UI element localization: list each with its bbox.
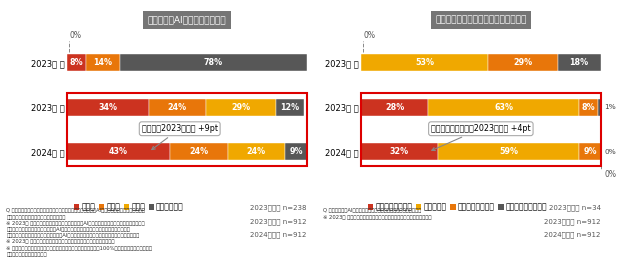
Text: 2024年春： n=912: 2024年春： n=912	[250, 231, 307, 238]
Bar	[206, 99, 275, 116]
Text: 59%: 59%	[499, 147, 518, 156]
Bar	[579, 99, 598, 116]
Text: 78%: 78%	[204, 58, 223, 67]
Text: とても関心があるは2023秋から +4pt: とても関心があるは2023秋から +4pt	[431, 124, 530, 150]
Text: 2023年春： n=34: 2023年春： n=34	[549, 205, 601, 211]
Bar	[598, 99, 601, 116]
Text: 0%: 0%	[70, 31, 82, 40]
Bar	[67, 144, 170, 161]
Text: 0%: 0%	[604, 149, 616, 155]
Bar	[227, 144, 285, 161]
Bar	[275, 99, 304, 116]
Text: 1%: 1%	[604, 104, 616, 110]
Text: 0%: 0%	[364, 31, 376, 40]
Bar	[67, 93, 307, 166]
Bar	[285, 144, 307, 161]
Bar	[438, 144, 579, 161]
Title: 自社の生成AI活用の推進度合い: 自社の生成AI活用の推進度合い	[148, 15, 226, 24]
Text: 活用中は2023秋から +9pt: 活用中は2023秋から +9pt	[142, 124, 218, 150]
Bar	[120, 54, 307, 71]
Text: 63%: 63%	[494, 103, 513, 112]
Text: 2024年春： n=912: 2024年春： n=912	[544, 231, 601, 238]
Text: Q 他社での生成AI活用（他社事例）にどの程度関心がありますか。
※ 2023年 春の調査結果から今回調査対象と同様の属性に絞って再集計: Q 他社での生成AI活用（他社事例）にどの程度関心がありますか。 ※ 2023年…	[323, 208, 431, 220]
Bar	[361, 144, 438, 161]
Text: 9%: 9%	[583, 147, 597, 156]
Bar	[579, 144, 601, 161]
Text: 24%: 24%	[189, 147, 208, 156]
Text: 32%: 32%	[390, 147, 409, 156]
Text: 2023年秋： n=912: 2023年秋： n=912	[250, 218, 307, 225]
Text: Q あなたが働く会社における、社内向けまたは社外向けの生成AI活用検討の推進度合いとして、
　最も当てはまるものをお答えください。
※ 2023年 春の選択肢の: Q あなたが働く会社における、社内向けまたは社外向けの生成AI活用検討の推進度合…	[6, 208, 152, 257]
Bar	[428, 99, 579, 116]
Bar	[170, 144, 227, 161]
Text: 8%: 8%	[582, 103, 596, 112]
Text: 12%: 12%	[281, 103, 300, 112]
Bar	[361, 93, 601, 166]
Text: 29%: 29%	[513, 58, 532, 67]
Text: 14%: 14%	[93, 58, 112, 67]
Text: 2023年春： n=238: 2023年春： n=238	[250, 205, 307, 211]
Text: 43%: 43%	[109, 147, 128, 156]
Text: 9%: 9%	[289, 147, 303, 156]
Bar	[67, 99, 148, 116]
Bar	[361, 99, 428, 116]
Text: 24%: 24%	[168, 103, 187, 112]
Bar	[67, 54, 86, 71]
Legend: 活用中, 推進中, 検討中, 未着手・断念: 活用中, 推進中, 検討中, 未着手・断念	[71, 200, 187, 215]
Bar	[148, 99, 206, 116]
Bar	[488, 54, 557, 71]
Text: 34%: 34%	[98, 103, 118, 112]
Title: 他社での活用（他社事例）への関心度: 他社での活用（他社事例）への関心度	[435, 15, 527, 24]
Bar	[86, 54, 120, 71]
Text: 18%: 18%	[569, 58, 589, 67]
Text: 0%: 0%	[604, 170, 616, 179]
Bar	[557, 54, 601, 71]
Text: 24%: 24%	[247, 147, 266, 156]
Legend: とても関心がある, 関心がある, あまり関心がない, まったく関心がない: とても関心がある, 関心がある, あまり関心がない, まったく関心がない	[365, 200, 550, 215]
Text: 28%: 28%	[385, 103, 404, 112]
Text: 53%: 53%	[415, 58, 434, 67]
Text: 8%: 8%	[70, 58, 84, 67]
Text: 29%: 29%	[231, 103, 250, 112]
Text: 2023年秋： n=912: 2023年秋： n=912	[544, 218, 601, 225]
Bar	[361, 54, 488, 71]
